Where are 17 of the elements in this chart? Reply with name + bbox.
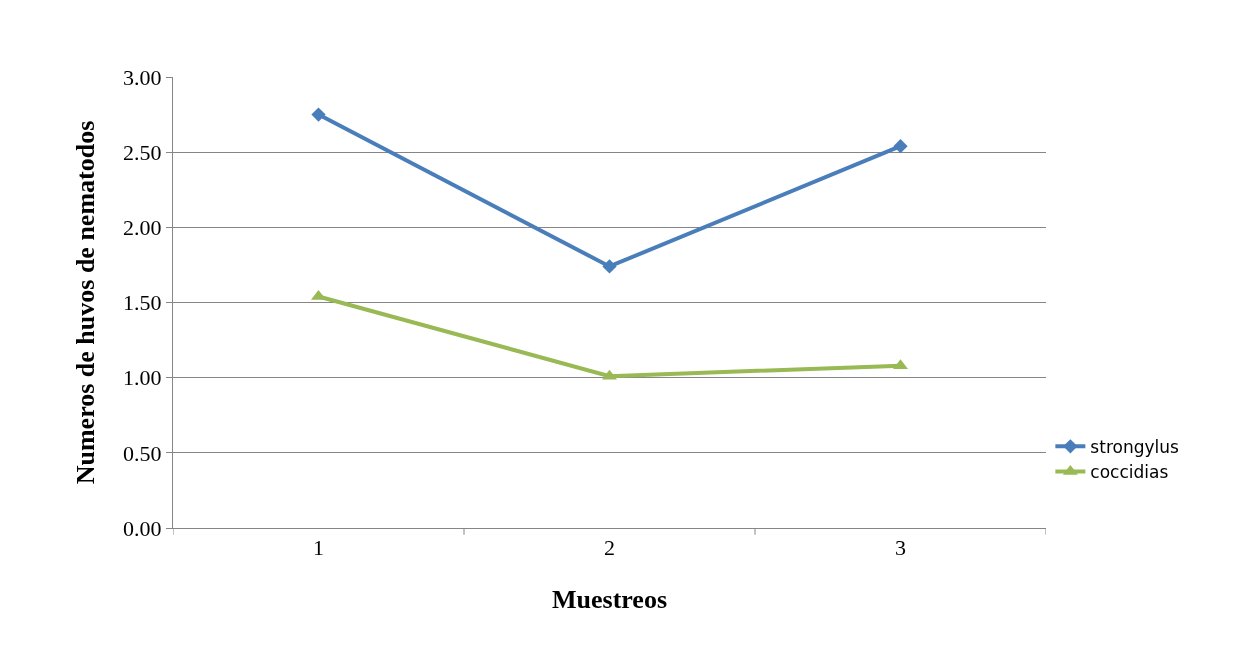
y-tick-label: 3.00 — [123, 64, 162, 90]
x-axis-title: Muestreos — [551, 585, 668, 615]
x-tick-label: 3 — [895, 535, 906, 561]
y-tick-label: 2.00 — [123, 215, 162, 241]
y-axis-title: Numeros de huvos de nematodos — [71, 120, 101, 485]
y-tick-label: 2.50 — [123, 139, 162, 165]
point — [893, 139, 908, 154]
y-tick-label: 0.00 — [123, 515, 162, 541]
x-tick-label: 2 — [604, 535, 615, 561]
legend-label: strongylus — [1090, 436, 1180, 457]
y-tick-label: 1.00 — [123, 365, 162, 391]
legend-label: coccidias — [1090, 462, 1169, 483]
point — [311, 107, 326, 122]
x-tick-label: 1 — [313, 535, 324, 561]
point — [602, 259, 617, 274]
y-tick-label: 1.50 — [123, 290, 162, 316]
y-tick-label: 0.50 — [123, 440, 162, 466]
